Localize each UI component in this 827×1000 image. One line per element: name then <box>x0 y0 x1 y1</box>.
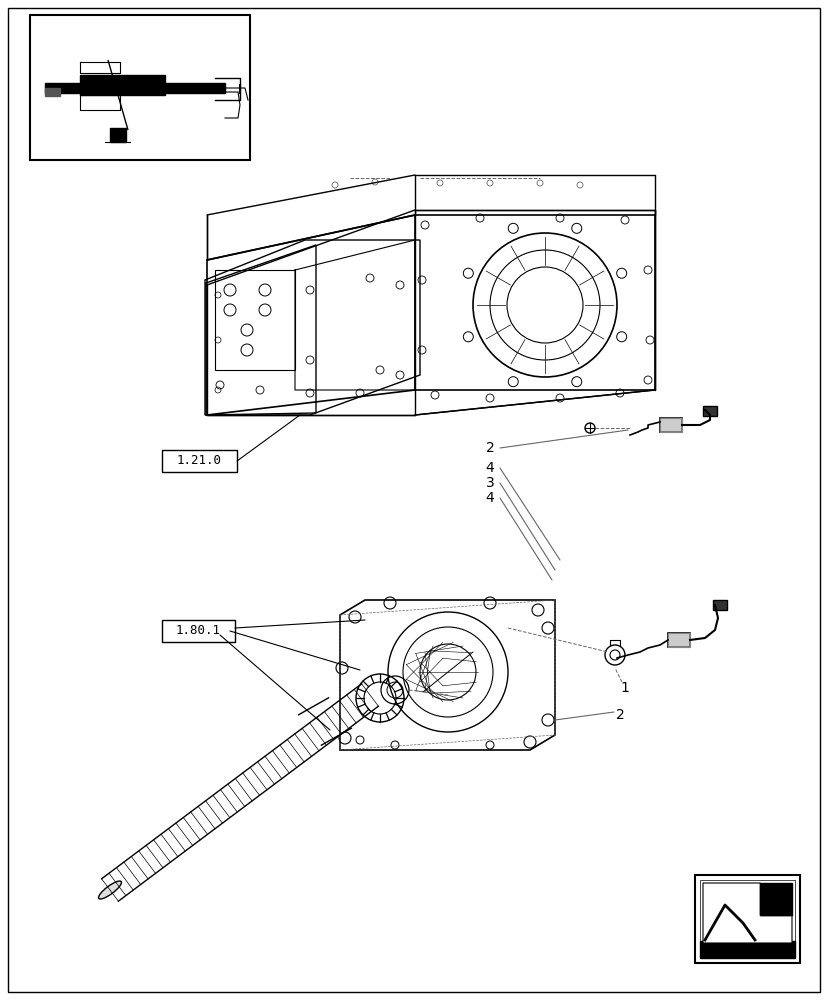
Text: 1.80.1: 1.80.1 <box>175 624 220 638</box>
Bar <box>699 880 794 958</box>
Text: 2: 2 <box>485 441 494 455</box>
Polygon shape <box>667 633 689 647</box>
Polygon shape <box>110 128 126 142</box>
Bar <box>702 406 716 416</box>
Polygon shape <box>163 83 225 93</box>
Bar <box>30 15 250 160</box>
Bar <box>215 270 294 370</box>
Polygon shape <box>702 883 791 943</box>
Text: 4: 4 <box>485 461 494 475</box>
Bar <box>712 600 726 610</box>
Ellipse shape <box>98 881 122 899</box>
Text: 4: 4 <box>485 491 494 505</box>
Polygon shape <box>759 883 791 915</box>
Bar <box>694 875 799 963</box>
Bar <box>659 418 681 432</box>
Polygon shape <box>759 883 791 915</box>
Bar <box>667 633 689 647</box>
Bar <box>162 620 235 642</box>
Bar <box>162 450 237 472</box>
Polygon shape <box>80 75 165 95</box>
Text: 1.21.0: 1.21.0 <box>176 454 222 468</box>
Text: 3: 3 <box>485 476 494 490</box>
Polygon shape <box>108 60 128 130</box>
Polygon shape <box>699 941 794 958</box>
Polygon shape <box>659 418 681 432</box>
Polygon shape <box>45 83 82 93</box>
Polygon shape <box>45 88 60 96</box>
Text: 1: 1 <box>619 681 629 695</box>
Text: 2: 2 <box>615 708 624 722</box>
